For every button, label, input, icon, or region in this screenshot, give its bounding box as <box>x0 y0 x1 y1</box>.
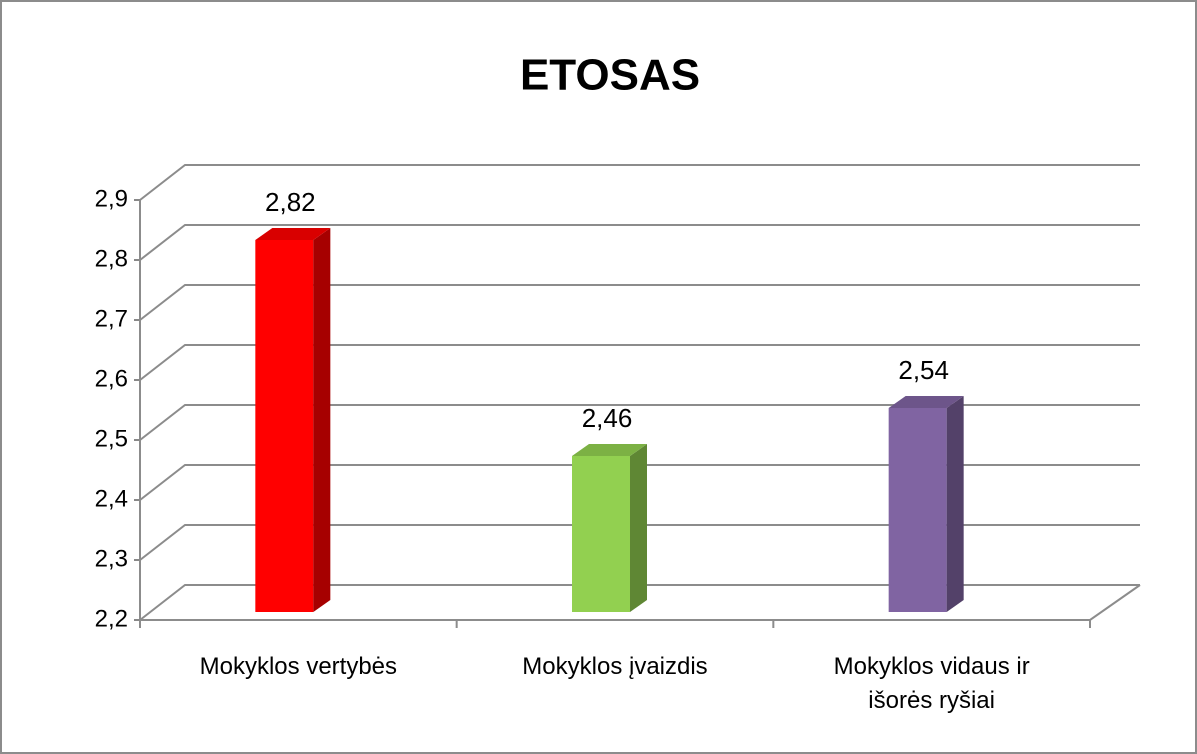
bar-side <box>630 444 647 612</box>
x-tick-label: Mokyklos vertybės <box>199 653 398 680</box>
grid-line <box>139 224 1140 261</box>
x-tick-label: Mokyklos vidaus ir išorės ryšiai <box>833 653 1030 714</box>
value-label: 2,46 <box>582 403 633 433</box>
grid-line <box>139 344 1140 381</box>
bar-top <box>888 396 964 408</box>
y-tick-label: 2,9 <box>95 185 128 212</box>
bar-top <box>255 228 331 240</box>
bar-front <box>255 240 314 612</box>
bar <box>888 396 964 612</box>
bar-top <box>572 444 647 456</box>
bar-side <box>946 396 964 612</box>
value-label: 2,82 <box>265 187 316 217</box>
x-tick-label: Mokyklos įvaizdis <box>522 653 708 680</box>
bar-front <box>888 408 947 612</box>
grid-line <box>139 524 1140 561</box>
grid-line <box>139 404 1140 441</box>
bar <box>255 228 331 612</box>
y-tick-label: 2,4 <box>95 485 128 512</box>
grid-line <box>139 584 1140 621</box>
bar <box>572 444 647 612</box>
y-tick-label: 2,7 <box>95 305 128 332</box>
chart-title: ETOSAS <box>520 51 700 100</box>
y-tick-label: 2,8 <box>95 245 128 272</box>
grid-line <box>139 284 1140 321</box>
y-tick-label: 2,6 <box>95 365 128 392</box>
y-tick-label: 2,3 <box>95 545 128 572</box>
grid-line <box>139 464 1140 501</box>
value-label: 2,54 <box>898 355 949 385</box>
grid-line <box>139 164 1140 201</box>
bar-front <box>572 456 630 612</box>
bar-side <box>313 228 331 612</box>
y-tick-label: 2,5 <box>95 425 128 452</box>
y-tick-label: 2,2 <box>95 605 128 632</box>
